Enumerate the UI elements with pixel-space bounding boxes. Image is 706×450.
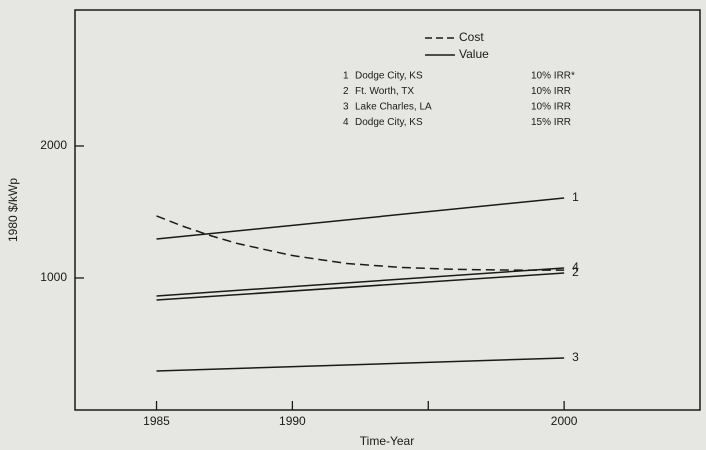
data-line bbox=[156, 357, 565, 372]
scenario-number: 3 bbox=[343, 102, 349, 113]
line-end-label: 3 bbox=[572, 350, 579, 364]
scenario-number: 2 bbox=[343, 86, 349, 97]
y-tick-label: 2000 bbox=[40, 138, 67, 152]
scenario-irr: 15% IRR bbox=[531, 117, 571, 128]
plot-frame bbox=[74, 9, 701, 411]
scenario-number: 1 bbox=[343, 71, 349, 82]
line-end-label: 2 bbox=[572, 265, 579, 279]
data-line bbox=[156, 272, 565, 301]
scenario-location: Dodge City, KS bbox=[355, 117, 423, 128]
x-tick-label: 1990 bbox=[279, 414, 306, 428]
legend-label: Cost bbox=[459, 30, 484, 44]
x-tick-label: 1985 bbox=[143, 414, 170, 428]
legend-label: Value bbox=[459, 47, 489, 61]
scenario-irr: 10% IRR bbox=[531, 102, 571, 113]
scenario-location: Lake Charles, LA bbox=[355, 102, 432, 113]
scenario-location: Dodge City, KS bbox=[355, 71, 423, 82]
data-line bbox=[156, 267, 565, 297]
y-tick-label: 1000 bbox=[40, 270, 67, 284]
x-axis-label: Time-Year bbox=[360, 434, 414, 448]
line-end-label: 1 bbox=[572, 190, 579, 204]
data-line bbox=[156, 215, 565, 271]
scenario-number: 4 bbox=[343, 117, 349, 128]
scenario-irr: 10% IRR bbox=[531, 86, 571, 97]
y-axis-label: 1980 $/kWp bbox=[6, 178, 20, 242]
scenario-irr: 10% IRR* bbox=[531, 71, 575, 82]
data-line bbox=[156, 197, 565, 240]
scenario-location: Ft. Worth, TX bbox=[355, 86, 414, 97]
line-end-label: 4 bbox=[572, 260, 579, 274]
x-tick-label: 2000 bbox=[551, 414, 578, 428]
